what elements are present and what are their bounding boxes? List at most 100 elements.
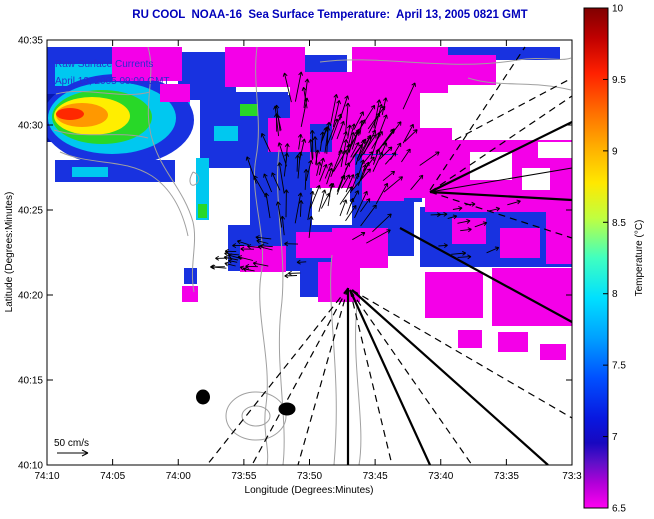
colorbar-tick-label: 10 (612, 4, 624, 15)
current-vector (296, 259, 307, 265)
current-vector (404, 129, 418, 142)
current-vector (263, 173, 273, 193)
current-vector (277, 162, 285, 194)
current-vector (232, 243, 245, 248)
y-tick-label: 40:15 (18, 376, 43, 387)
current-vector (373, 99, 382, 129)
current-vector (336, 120, 345, 140)
current-vector (297, 133, 303, 150)
current-vector (211, 264, 227, 270)
current-vector (253, 175, 267, 198)
current-vector (346, 128, 361, 155)
station-markers (196, 389, 296, 416)
vector-scale-label: 50 cm/s (54, 438, 89, 449)
colorbar-gradient (584, 8, 608, 508)
current-vector (236, 239, 249, 246)
y-tick-label: 40:30 (18, 121, 43, 132)
current-vector (239, 265, 252, 271)
current-vector (368, 112, 381, 134)
current-vector (363, 129, 377, 155)
colorbar-tick-label: 7.5 (612, 361, 626, 372)
current-vector (371, 130, 383, 149)
current-vector (312, 136, 318, 166)
current-vector (280, 215, 286, 236)
current-vector (326, 167, 334, 185)
y-axis-ticks: 40:35 40:30 40:25 40:20 40:15 40:10 (18, 36, 572, 472)
x-axis-ticks: 74:10 74:05 74:00 73:55 73:50 73:45 73:40 73:35… (34, 40, 582, 482)
colorbar-ticks: 10 9.5 9 8.5 8 7.5 7 6.5 (603, 4, 626, 515)
sst-field (47, 47, 572, 360)
x-tick-label: 73:40 (428, 471, 453, 482)
current-vector (347, 123, 356, 148)
x-axis-label: Longitude (Degrees:Minutes) (245, 485, 374, 496)
current-vector (252, 261, 269, 267)
current-vector (283, 189, 289, 218)
current-vector (339, 95, 350, 121)
current-vector (354, 190, 368, 219)
current-vector (307, 190, 315, 221)
y-tick-label: 40:35 (18, 36, 43, 47)
x-tick-label: 73:35 (494, 471, 519, 482)
current-vector (379, 142, 388, 157)
current-vector (224, 251, 240, 257)
current-vector (284, 273, 298, 279)
current-vector (318, 157, 326, 176)
current-vector (224, 261, 236, 267)
current-vector (228, 258, 238, 264)
current-vector (316, 161, 322, 176)
current-vector (376, 128, 395, 154)
current-vector (277, 142, 288, 167)
y-tick-label: 40:10 (18, 461, 43, 472)
current-vector (372, 213, 392, 233)
x-tick-label: 73:50 (297, 471, 322, 482)
vectors-time-label: April 13, 2005 09:00 GMT (55, 76, 170, 87)
current-vector (375, 182, 389, 205)
current-vector (410, 174, 424, 191)
current-vector (303, 78, 310, 108)
current-vector (355, 139, 366, 165)
current-vector (340, 139, 349, 168)
current-vector (328, 182, 335, 197)
colorbar-tick-label: 9 (612, 146, 618, 157)
current-vector (430, 212, 441, 218)
current-vector (240, 246, 255, 252)
current-vector (319, 163, 328, 182)
current-vector (274, 104, 281, 132)
map-area: Raw Surface Currents April 13, 2005 09:0… (47, 46, 572, 465)
current-vector (361, 151, 374, 166)
current-vector (360, 204, 377, 227)
x-tick-label: 74:10 (34, 471, 59, 482)
current-vector (324, 121, 332, 154)
colorbar-tick-label: 7 (612, 432, 618, 443)
y-tick-label: 40:20 (18, 291, 43, 302)
colorbar-tick-label: 8 (612, 289, 618, 300)
current-vector (324, 162, 333, 179)
current-vector (294, 71, 304, 102)
current-vector (318, 189, 327, 212)
colorbar: 10 9.5 9 8.5 8 7.5 7 6.5 Temperature (°C) (583, 4, 645, 515)
current-vector (350, 172, 360, 194)
current-vector (352, 231, 366, 241)
current-vector (382, 121, 402, 146)
current-vector (245, 156, 257, 184)
current-vector (264, 192, 271, 219)
y-tick-label: 40:25 (18, 206, 43, 217)
current-vector (255, 235, 272, 240)
current-vector (345, 143, 363, 170)
vectors-label: Raw Surface Currents (55, 59, 153, 70)
current-vector (486, 246, 500, 254)
current-vector (247, 244, 260, 249)
current-vector (257, 244, 273, 251)
current-vector (294, 192, 303, 224)
current-vector (419, 151, 440, 166)
current-vector (360, 198, 371, 212)
current-vector (452, 206, 463, 211)
current-vector (271, 172, 281, 191)
plot-title: RU COOL NOAA-16 Sea Surface Temperature:… (132, 9, 527, 21)
current-vector (402, 123, 414, 144)
current-vector (438, 243, 448, 248)
current-vector (345, 102, 351, 134)
current-vector (303, 168, 309, 190)
current-vector (366, 229, 391, 244)
